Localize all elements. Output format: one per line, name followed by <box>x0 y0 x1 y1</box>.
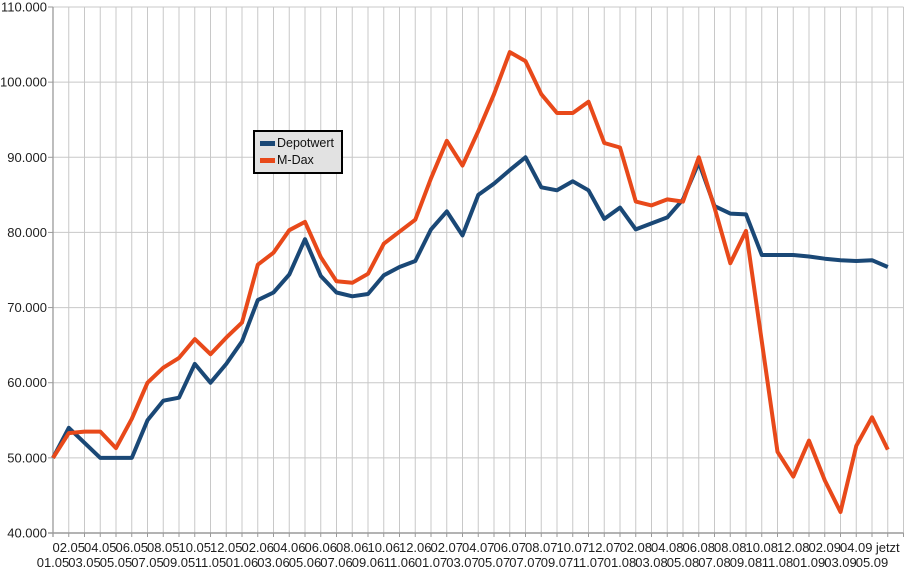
axis-labels: 40.000 50.000 60.000 70.000 80.000 90.000 100.… <box>0 0 900 570</box>
mdax-line-swatch <box>260 157 275 163</box>
x-tick-label: 02.09 <box>808 540 841 555</box>
x-tick-label: 12.08 <box>777 540 810 555</box>
gridlines <box>53 6 904 533</box>
x-tick-label: 04.09 <box>840 540 873 555</box>
x-tick-label: 08.08 <box>714 540 747 555</box>
x-tick-label: 10.06 <box>367 540 400 555</box>
x-tick-label: 04.06 <box>273 540 306 555</box>
x-tick-label: 06.05 <box>115 540 148 555</box>
y-tick-label: 80.000 <box>7 225 47 240</box>
mdax-line <box>51 50 890 514</box>
x-tick-label: 03.06 <box>257 555 290 570</box>
x-tick-label: 01.05 <box>37 555 70 570</box>
x-tick-label: 09.06 <box>352 555 385 570</box>
x-tick-label: 07.07 <box>509 555 542 570</box>
x-tick-label: 01.07 <box>415 555 448 570</box>
series-lines <box>51 50 890 514</box>
x-tick-label: 05.08 <box>667 555 700 570</box>
x-tick-label: 03.08 <box>635 555 668 570</box>
x-tick-label: 01.08 <box>604 555 637 570</box>
x-tick-label: 01.09 <box>793 555 826 570</box>
x-tick-label: 09.08 <box>730 555 763 570</box>
x-tick-label: 07.06 <box>320 555 353 570</box>
legend-label-mdax: M-Dax <box>277 153 314 167</box>
y-tick-label: 60.000 <box>7 375 47 390</box>
x-tick-label: 12.07 <box>588 540 621 555</box>
x-tick-label: 06.06 <box>304 540 337 555</box>
x-tick-label: 10.07 <box>556 540 589 555</box>
x-tick-label: 05.05 <box>100 555 133 570</box>
x-tick-label: 07.05 <box>131 555 164 570</box>
x-tick-label: 01.06 <box>226 555 259 570</box>
y-tick-label: 100.000 <box>0 75 47 90</box>
x-tick-label: 05.09 <box>856 555 889 570</box>
y-tick-label: 70.000 <box>7 300 47 315</box>
y-tick-label: 50.000 <box>7 450 47 465</box>
chart-legend: Depotwert M-Dax <box>253 130 343 174</box>
x-tick-label: 11.05 <box>195 555 227 570</box>
x-tick-label: 02.07 <box>430 540 463 555</box>
x-tick-label: 12.06 <box>399 540 432 555</box>
legend-item-depotwert[interactable]: Depotwert <box>260 136 334 150</box>
x-tick-label: 03.05 <box>68 555 101 570</box>
x-tick-label: 04.08 <box>651 540 684 555</box>
x-tick-label: 05.06 <box>289 555 322 570</box>
x-tick-label: 08.06 <box>336 540 369 555</box>
depotwert-line <box>51 155 889 460</box>
axes <box>48 6 904 537</box>
x-tick-label: 03.09 <box>824 555 857 570</box>
y-tick-label: 90.000 <box>7 150 47 165</box>
x-tick-label: jetzt <box>875 540 900 555</box>
x-tick-label: 08.07 <box>525 540 558 555</box>
x-tick-label: 10.05 <box>178 540 211 555</box>
x-tick-label: 09.05 <box>163 555 196 570</box>
x-tick-label: 11.08 <box>762 555 794 570</box>
x-tick-label: 05.07 <box>478 555 511 570</box>
x-tick-label: 12.05 <box>210 540 243 555</box>
x-tick-label: 11.07 <box>573 555 605 570</box>
x-tick-label: 04.07 <box>462 540 495 555</box>
x-tick-label: 03.07 <box>446 555 479 570</box>
legend-label-depotwert: Depotwert <box>277 136 334 150</box>
x-tick-label: 09.07 <box>541 555 574 570</box>
x-tick-label: 10.08 <box>745 540 778 555</box>
x-tick-label: 02.06 <box>241 540 274 555</box>
x-tick-label: 11.06 <box>384 555 416 570</box>
x-tick-label: 04.05 <box>84 540 117 555</box>
y-tick-label: 110.000 <box>1 0 47 15</box>
x-tick-label: 02.05 <box>52 540 85 555</box>
legend-item-mdax[interactable]: M-Dax <box>260 153 334 167</box>
x-tick-label: 06.08 <box>682 540 715 555</box>
x-tick-label: 06.07 <box>493 540 526 555</box>
depotwert-line-swatch <box>260 140 275 146</box>
x-tick-label: 07.08 <box>698 555 731 570</box>
y-tick-label: 40.000 <box>7 526 47 541</box>
x-tick-label: 08.05 <box>147 540 180 555</box>
x-tick-label: 02.08 <box>619 540 652 555</box>
